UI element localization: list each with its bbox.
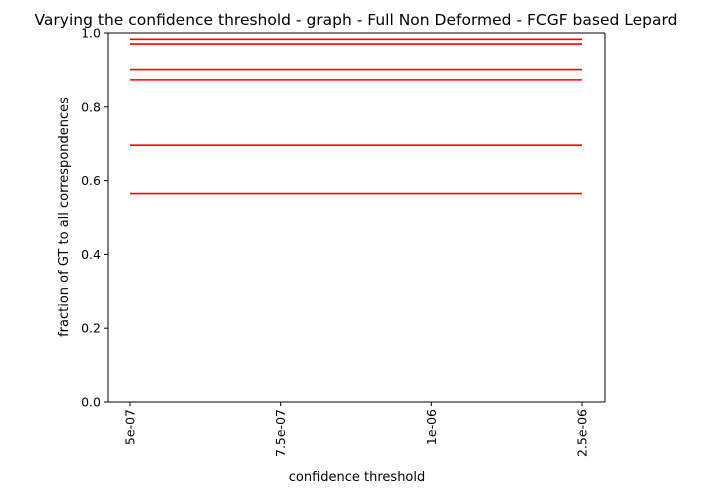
x-tick-label: 5e-07 [123,409,138,445]
plot-area [108,33,605,402]
y-tick-label: 0.0 [81,395,101,410]
x-tick-label: 7.5e-07 [273,409,288,457]
y-tick-label: 0.6 [81,173,101,188]
x-axis-label: confidence threshold [289,470,426,485]
y-axis-label: fraction of GT to all correspondences [57,97,72,337]
y-tick-label: 0.8 [81,99,101,114]
y-tick-label: 0.4 [81,247,101,262]
series-group [130,38,582,195]
x-tick-label: 1e-06 [424,409,439,445]
chart-title: Varying the confidence threshold - graph… [35,11,678,29]
axes-group: 0.0 0.2 0.4 0.6 0.8 1.0 5e-07 7.5e-07 1e-06 2.5e-… [81,26,606,457]
y-tick-label: 1.0 [81,26,101,41]
x-tick-label: 2.5e-06 [575,409,590,457]
y-tick-label: 0.2 [81,321,101,336]
